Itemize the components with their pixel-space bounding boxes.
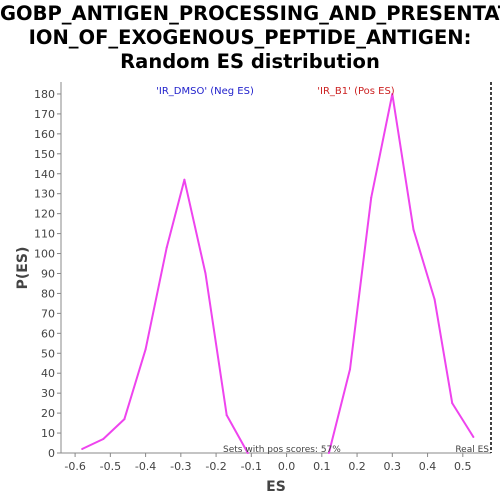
- y-tick-label: 30: [41, 387, 55, 400]
- x-tick-label: -0.1: [241, 460, 262, 473]
- y-tick-label: 90: [41, 267, 55, 280]
- series-1-point: [225, 414, 228, 417]
- series-2-point: [391, 92, 394, 95]
- y-axis-title: P(ES): [15, 247, 31, 290]
- x-axis-title: ES: [266, 479, 286, 495]
- y-tick-label: 170: [34, 108, 55, 121]
- y-tick-label: 160: [34, 128, 55, 141]
- series-2-point: [472, 436, 475, 439]
- y-tick-label: 80: [41, 287, 55, 300]
- x-tick-label: -0.5: [100, 460, 121, 473]
- x-tick-label: -0.4: [135, 460, 156, 473]
- series-1-point: [183, 178, 186, 181]
- y-tick-label: 130: [34, 188, 55, 201]
- y-tick-label: 110: [34, 228, 55, 241]
- series-2-point: [370, 196, 373, 199]
- series-1-point: [204, 272, 207, 275]
- series-1-point: [165, 246, 168, 249]
- y-tick-label: 0: [48, 447, 55, 460]
- series-2-point: [451, 402, 454, 405]
- x-tick-label: 0.1: [313, 460, 331, 473]
- series-2-point: [433, 298, 436, 301]
- x-tick-label: -0.3: [170, 460, 191, 473]
- series-1-point: [102, 438, 105, 441]
- real-es-note: Real ES: [455, 445, 489, 455]
- y-tick-label: 10: [41, 427, 55, 440]
- x-tick-label: 0.0: [278, 460, 296, 473]
- series-1-point: [144, 348, 147, 351]
- series-line-2: [327, 93, 475, 454]
- chart-title: GOBP_ANTIGEN_PROCESSING_AND_PRESENTAT IO…: [0, 2, 500, 74]
- neg-phenotype-label: 'IR_DMSO' (Neg ES): [156, 86, 254, 97]
- y-tick-label: 100: [34, 248, 55, 261]
- y-tick-label: 50: [41, 347, 55, 360]
- pos-phenotype-label: 'IR_B1' (Pos ES): [317, 86, 395, 97]
- series-2-point: [327, 452, 330, 454]
- series-1-point: [123, 418, 126, 421]
- y-tick-label: 20: [41, 407, 55, 420]
- y-tick-label: 70: [41, 307, 55, 320]
- y-tick-label: 140: [34, 168, 55, 181]
- x-tick-label: 0.4: [419, 460, 437, 473]
- x-tick-label: 0.3: [384, 460, 402, 473]
- tick-group: 0 10 20 30 40 50 60 70 80 90 100 110 120 130 140 150 160…: [34, 88, 472, 473]
- series-1-point: [81, 448, 84, 451]
- x-tick-label: -0.6: [64, 460, 85, 473]
- x-tick-label: -0.2: [205, 460, 226, 473]
- x-tick-label: 0.2: [348, 460, 366, 473]
- pos-scores-note: Sets with pos scores: 57%: [223, 445, 341, 455]
- y-tick-label: 40: [41, 367, 55, 380]
- series-group: [81, 92, 475, 454]
- x-tick-label: 0.5: [454, 460, 472, 473]
- y-tick-label: 120: [34, 208, 55, 221]
- y-tick-label: 60: [41, 327, 55, 340]
- chart-title-line-3: Random ES distribution: [120, 50, 380, 73]
- y-tick-label: 150: [34, 148, 55, 161]
- series-1-point: [246, 452, 249, 454]
- chart-title-line-1: GOBP_ANTIGEN_PROCESSING_AND_PRESENTAT: [0, 2, 500, 25]
- series-2-point: [349, 368, 352, 371]
- chart-title-line-2: ION_OF_EXOGENOUS_PEPTIDE_ANTIGEN:: [28, 26, 472, 49]
- series-2-point: [412, 228, 415, 231]
- series-line-1: [81, 178, 249, 454]
- y-tick-label: 180: [34, 88, 55, 101]
